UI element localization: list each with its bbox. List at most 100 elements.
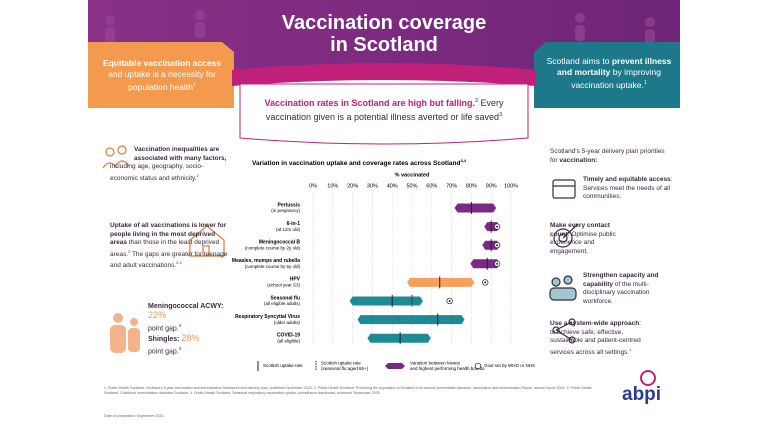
x-tick-label: 80% (466, 183, 477, 189)
ref: 3 (499, 111, 503, 118)
gap-1: Meningococcal ACWY: 22% point gap.3 (148, 302, 228, 333)
legend-line: and highest performing health boards (410, 366, 485, 371)
bold-text: Shingles: (148, 336, 180, 343)
x-tick-label: 30% (367, 183, 378, 189)
category-note: (at 12m old) (276, 227, 301, 232)
legend-label: Scottish uptake rate (seasonal flu aged 6… (321, 361, 369, 372)
legend-swatch (385, 363, 405, 369)
category-label: Measles, mumps and rubella (232, 258, 300, 264)
text: of the multi-disciplinary vaccination wo… (583, 280, 650, 305)
gap-value: 28% (181, 333, 200, 343)
pattern (105, 10, 655, 45)
text: Every vaccination given is a potential i… (265, 98, 504, 122)
goal-dot (496, 225, 499, 228)
goal-dot (496, 262, 499, 265)
right-intro: Scotland's 5-year delivery plan prioriti… (550, 148, 670, 165)
bold-text: Strengthen capacity and capability (583, 272, 659, 288)
x-axis-label: % vaccinated (395, 172, 430, 178)
text: than those in the least deprived areas. (110, 239, 220, 258)
title-text: Variation in vaccination uptake and cove… (252, 160, 460, 167)
priority: Make every contact count: Optimise publi… (550, 222, 630, 256)
legend-label: Scottish uptake rate (263, 363, 303, 368)
text: and uptake is a necessity for population… (108, 69, 216, 92)
range-bar (454, 203, 497, 213)
x-tick-label: 10% (327, 183, 338, 189)
title-line: Vaccination coverage (281, 12, 487, 34)
text: The gaps are greater for teenage and adu… (110, 250, 228, 270)
bold-text: Make every contact count (550, 222, 610, 238)
ref: 2 (128, 248, 131, 254)
gap-value: 22% (148, 310, 167, 320)
people-icon (110, 313, 140, 353)
center-ribbon (232, 63, 536, 86)
inequalities: Vaccination inequalities are associated … (110, 146, 230, 183)
category-note: (all eligible adults) (264, 301, 301, 306)
category-label: Pertussis (277, 202, 300, 208)
bold-text: Timely and equitable access (583, 176, 671, 183)
ref: 1 (643, 80, 647, 86)
bold-text: Vaccination rates in Scotland are high b… (264, 98, 475, 108)
category-note: (all eligible) (277, 338, 300, 343)
right-icons (549, 179, 579, 344)
chart-title: Variation in vaccination uptake and cove… (252, 158, 467, 167)
x-tick-label: 50% (406, 183, 417, 189)
category-label: HPV (290, 277, 301, 283)
right-banner: Scotland aims to prevent illness and mor… (545, 56, 673, 91)
text: : Services meet the needs of all communi… (583, 176, 673, 200)
range-bar (470, 259, 501, 269)
range-bar (367, 333, 431, 343)
goal-dot (484, 281, 487, 284)
goal-dot (448, 300, 451, 302)
text: Scotland aims to (546, 56, 610, 66)
category-label: COVID-19 (277, 333, 300, 339)
category-label: Meningococcal B (259, 240, 301, 246)
logo: abpi (622, 384, 662, 405)
category-note: (complete course by 2y old) (245, 245, 301, 250)
legend-line: (seasonal flu aged 65+) (321, 366, 369, 371)
legend-line: Variation between lowest (410, 361, 460, 366)
ref: 3,4 (460, 158, 466, 163)
bold-text: Use a system-wide approach (550, 320, 640, 327)
bold-text: Meningococcal ACWY: (148, 303, 224, 310)
x-tick-label: 40% (387, 183, 398, 189)
title-line: in Scotland (330, 34, 438, 56)
legend-label: Goal set by WHO or NHS (484, 363, 535, 368)
text: : Optimise public experience and engagem… (550, 230, 616, 255)
range-bar (357, 315, 465, 325)
legend-label: Variation between lowest and highest perf… (410, 361, 485, 372)
priority: Strengthen capacity and capability of th… (583, 272, 678, 306)
text: including age, geography, socio-economic… (110, 163, 204, 182)
x-tick-label: 20% (347, 183, 358, 189)
category-note: (older adults) (274, 320, 301, 325)
logo-mark (640, 370, 656, 386)
category-note: (school year S3) (267, 283, 300, 288)
x-tick-label: 70% (446, 183, 457, 189)
bold-text: vaccination: (559, 156, 598, 164)
category-label: 6-in-1 (287, 221, 301, 227)
text: point gap. (148, 325, 179, 333)
left-ribbon (88, 42, 234, 108)
date: Date of preparation: September 2025. (104, 414, 165, 418)
x-tick-label: 100% (504, 183, 518, 189)
priority: Use a system-wide approach: to achieve s… (550, 320, 645, 357)
references: 1. Public Health Scotland. Scotland's 5 … (104, 386, 592, 395)
legend-swatch (474, 362, 482, 370)
text: by improving vaccination uptake. (571, 67, 661, 90)
goal-dot (496, 244, 499, 247)
bold-text: Uptake of all vaccinations is lower for … (110, 222, 227, 246)
category-note: (in pregnancy) (271, 208, 300, 213)
left-banner: Equitable vaccination access and uptake … (100, 58, 224, 93)
text: : to achieve safe, effective, sustainabl… (550, 320, 642, 356)
ref: 2 (475, 98, 478, 104)
range-bar (407, 277, 475, 287)
left-icons (102, 145, 225, 257)
category-label: Respiratory Syncytial Virus (235, 314, 300, 320)
x-tick-label: 90% (486, 183, 497, 189)
category-note: (complete course by 5y old) (245, 264, 301, 269)
ref: 2,3 (176, 260, 182, 266)
ref: 3 (178, 323, 182, 328)
center-box (239, 83, 529, 145)
